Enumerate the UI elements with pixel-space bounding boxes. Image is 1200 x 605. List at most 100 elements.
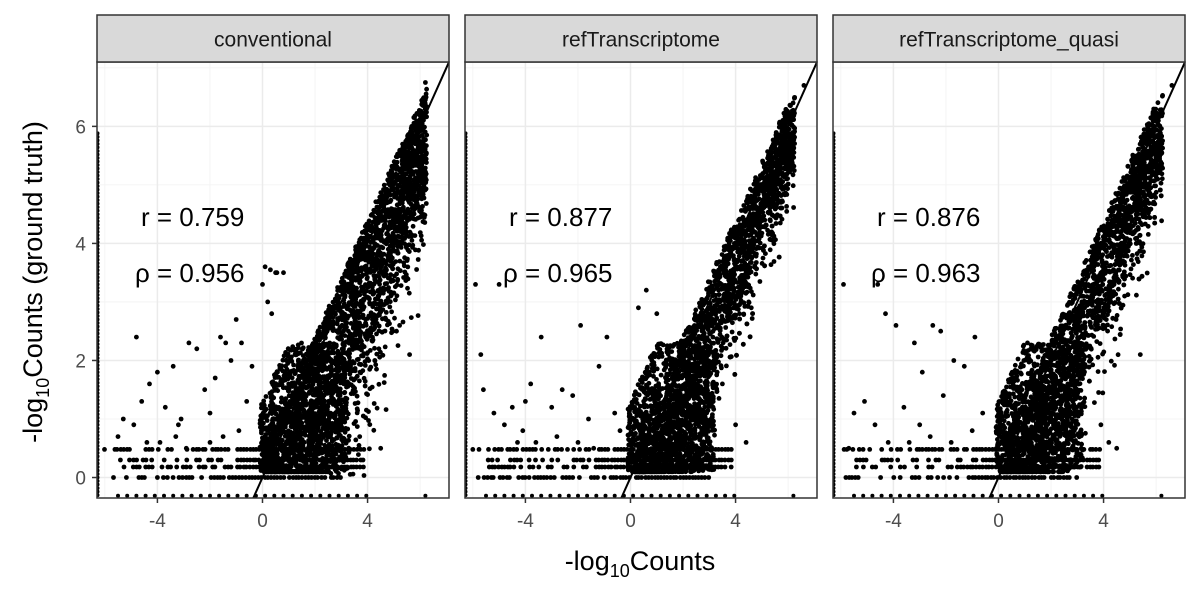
data-point [392,316,397,321]
data-point [286,429,291,434]
data-point [353,376,358,381]
data-point [312,388,317,393]
data-point [328,423,333,428]
data-point [376,289,381,294]
data-point [567,494,571,498]
data-point [549,458,554,463]
data-point [366,409,371,414]
data-point [399,223,404,228]
data-point [168,465,173,470]
data-point [384,281,389,286]
data-point [234,317,239,322]
data-point [418,172,423,177]
data-point [406,209,411,214]
data-point [361,465,366,470]
data-point [389,292,394,297]
data-point [422,146,427,151]
data-point [424,201,429,206]
data-point [375,205,380,210]
data-point [477,447,482,452]
data-point [328,494,332,498]
data-point [422,215,427,220]
data-point [409,128,414,133]
data-point [155,475,160,480]
data-point [372,245,377,250]
data-point [372,358,377,363]
data-point [188,465,193,470]
data-point [581,458,586,463]
data-point [548,494,552,498]
data-point [357,443,362,448]
data-point [357,379,362,384]
data-point [411,224,416,229]
data-point [102,447,107,452]
data-point [533,458,538,463]
data-point [118,458,123,463]
data-point [383,345,388,350]
data-point [410,196,415,201]
data-point [587,447,592,452]
data-point [270,394,275,399]
data-point [302,408,307,413]
data-point [369,310,374,315]
data-point [299,368,304,373]
data-point [373,209,378,214]
data-point [345,306,350,311]
data-point [358,370,363,375]
data-point [268,404,273,409]
data-point [317,467,322,472]
data-point [293,371,298,376]
data-point [414,156,419,161]
data-point [340,310,345,315]
data-point [293,436,298,441]
data-point [312,421,317,426]
data-point [163,405,168,410]
data-point [372,401,377,406]
data-point [301,400,306,405]
data-point [338,475,343,480]
data-point [416,313,421,318]
data-point [539,494,543,498]
data-point [352,338,357,343]
data-point [419,139,424,144]
data-point [300,347,305,352]
data-point [423,137,428,142]
data-point [190,475,195,480]
data-point [419,156,424,161]
data-point [413,176,418,181]
data-point [329,373,334,378]
data-point [343,324,348,329]
data-point [347,372,352,377]
data-point [378,446,383,451]
data-point [275,416,280,421]
data-point [377,313,382,318]
data-point [674,475,679,480]
data-point [237,428,242,433]
data-point [304,364,309,369]
data-point [419,233,424,238]
data-point [395,165,400,170]
data-point [305,424,310,429]
data-point [416,257,421,262]
data-point [194,346,199,351]
data-point [640,494,644,498]
data-point [336,330,341,335]
data-point [199,475,204,480]
data-point [367,446,372,451]
data-point [330,439,335,444]
data-point [305,414,310,419]
data-point [303,459,308,464]
data-point [421,242,426,247]
data-point [280,457,285,462]
data-point [296,418,301,423]
data-point [729,458,734,463]
data-point [402,143,407,148]
data-point [346,334,351,339]
data-point [122,465,127,470]
data-point [335,293,340,298]
data-point [531,465,536,470]
data-point [342,390,347,395]
data-point [278,366,283,371]
data-point [402,255,407,260]
